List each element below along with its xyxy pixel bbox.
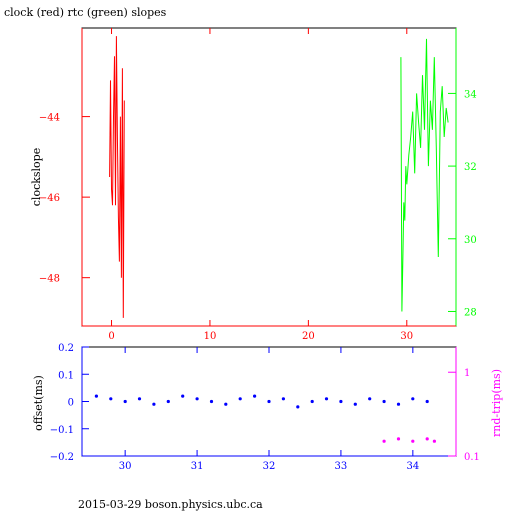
slope-y-axis-label: clockslope (30, 148, 43, 206)
offset-left-tick-label: 0 (68, 398, 74, 409)
chart-title: clock (red) rtc (green) slopes (4, 6, 167, 19)
slope-x-tick-label: 0 (108, 331, 114, 342)
slope-right-tick-label: 30 (464, 235, 477, 246)
offset-point (109, 397, 113, 401)
offset-point (339, 399, 343, 404)
offset-point (152, 402, 156, 406)
offset-point (195, 397, 199, 401)
clock-slope-series-line (109, 36, 125, 318)
slope-left-tick-label: −48 (39, 274, 60, 285)
offset-point (209, 399, 214, 404)
offset-x-tick-label: 30 (119, 461, 132, 472)
offset-left-tick-label: 0.2 (58, 343, 74, 354)
offset-point (94, 394, 98, 398)
offset-point (425, 399, 429, 404)
offset-point (281, 397, 285, 401)
roundtrip-right-tick-label: 0.1 (464, 452, 480, 463)
offset-point (123, 399, 127, 404)
offset-x-tick-label: 32 (263, 461, 276, 472)
offset-point (296, 405, 300, 409)
slope-right-tick-label: 34 (464, 89, 477, 100)
offset-point (310, 399, 314, 404)
offset-point (181, 394, 185, 398)
offset-point (324, 397, 329, 401)
slope-left-tick-label: −44 (39, 113, 60, 124)
offset-left-tick-label: −0.2 (50, 452, 74, 463)
offset-x-tick-label: 33 (335, 461, 348, 472)
offset-point (353, 402, 357, 406)
offset-point (267, 399, 271, 404)
offset-point (224, 402, 228, 406)
slope-x-tick-label: 20 (302, 331, 315, 342)
slope-x-tick-label: 10 (204, 331, 217, 342)
offset-left-tick-label: 0.1 (58, 370, 74, 381)
slope-right-tick-label: 32 (464, 162, 477, 173)
offset-point (253, 394, 257, 398)
roundtrip-right-tick-label: 1 (464, 368, 470, 379)
offset-panel: 30 31 32 33 34 0.2 0.1 0 −0.1 −0.2 1 0.1 offset(ms)… (32, 343, 503, 472)
roundtrip-point (382, 439, 386, 443)
slope-x-tick-label: 30 (400, 331, 413, 342)
slope-right-tick-label: 28 (464, 307, 477, 318)
offset-point (368, 397, 372, 401)
roundtrip-point (432, 439, 436, 443)
roundtrip-y-axis-label: rnd-trip(ms) (490, 369, 503, 437)
roundtrip-point (411, 439, 415, 443)
offset-x-tick-label: 34 (406, 461, 419, 472)
rtc-slope-series-line (400, 38, 449, 312)
slope-left-tick-label: −46 (39, 193, 60, 204)
offset-point (238, 397, 242, 401)
offset-x-tick-label: 31 (191, 461, 204, 472)
roundtrip-point (396, 437, 401, 441)
offset-left-tick-label: −0.1 (50, 425, 74, 436)
offset-point (166, 399, 170, 404)
offset-point (137, 397, 142, 401)
offset-y-axis-label: offset(ms) (32, 375, 45, 431)
offset-point (411, 397, 415, 401)
slope-plot-frame (81, 27, 457, 327)
slope-panel: 0 10 20 30 −44 −46 −48 34 32 30 28 clockslope (30, 27, 477, 342)
footer-caption: 2015-03-29 boson.physics.ubc.ca (78, 498, 263, 511)
offset-point (396, 402, 401, 406)
roundtrip-point (425, 437, 429, 441)
offset-point (382, 399, 386, 404)
